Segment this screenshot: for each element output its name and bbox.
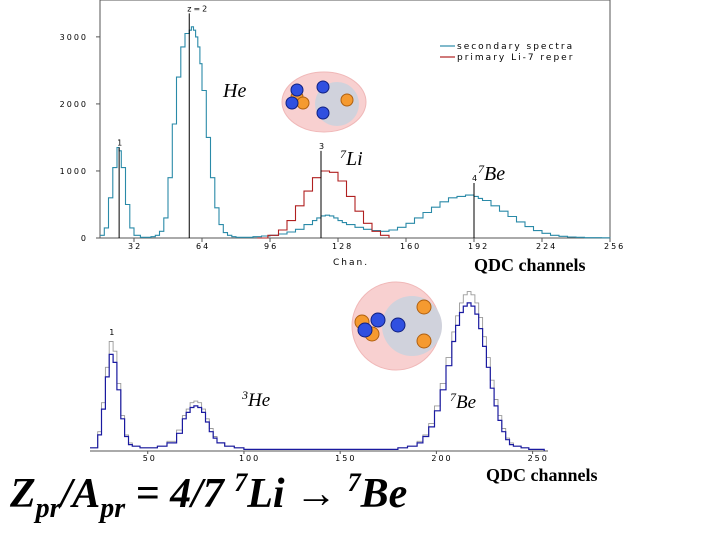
legend-primary-li7-reper: primary Li-7 reper [457, 53, 574, 63]
top-peak-marker-label: z=2 [187, 4, 209, 13]
top-xtick-label: 32 [128, 242, 142, 251]
formula-slash-a: /A [60, 471, 101, 517]
top-ytick-label: 2000 [60, 100, 88, 109]
legend-secondary-spectra: secondary spectra [457, 42, 574, 52]
label-be7-top: 7Be [478, 162, 505, 185]
top-xtick-label: 128 [332, 242, 353, 251]
label-he3-bottom: 3He [241, 388, 270, 411]
label-li7-top: 7Li [340, 147, 363, 170]
top-xtick-label: 64 [196, 242, 210, 251]
be7-nucleus-illustration [351, 281, 442, 371]
top-xtick-label: 256 [604, 242, 625, 251]
formula-be-sup: 7 [347, 468, 361, 497]
top-series-secondary-spectra [100, 26, 611, 239]
formula-be: Be [360, 471, 408, 517]
bottom-peak-marker-label: 1 [109, 328, 116, 337]
formula-z-sub: pr [35, 493, 61, 524]
li7-nucleus-illustration [281, 71, 367, 133]
top-peak-marker-label: 3 [319, 142, 326, 151]
top-ytick-label: 3000 [60, 33, 88, 42]
top-qdc-channels-caption: QDC channels [474, 255, 586, 275]
top-ytick-label: 1000 [60, 167, 88, 176]
bottom-xtick-label: 100 [239, 454, 260, 463]
bottom-xtick-label: 200 [431, 454, 452, 463]
top-series-primary-li7-reper [257, 170, 390, 239]
formula-a-sub: pr [100, 493, 126, 524]
bottom-xtick-label: 50 [143, 454, 157, 463]
bottom-series-fit [90, 302, 545, 451]
formula-z: Z [10, 471, 36, 517]
formula-li: Li [247, 471, 285, 517]
top-xtick-label: 192 [468, 242, 489, 251]
top-ytick-label: 0 [81, 234, 88, 243]
top-peak-marker-label: 4 [472, 174, 479, 183]
top-xtick-label: 160 [400, 242, 421, 251]
formula-li-sup: 7 [234, 468, 248, 497]
top-xtick-label: 96 [264, 242, 278, 251]
bottom-series-measured [90, 291, 545, 451]
top-peak-marker-label: 1 [117, 138, 124, 147]
bottom-qdc-channels-caption: QDC channels [486, 465, 598, 485]
label-he-top: He [222, 80, 246, 102]
top-xlabel: Chan. [333, 258, 369, 268]
formula-arrow: → [284, 471, 348, 517]
bottom-xtick-label: 250 [528, 454, 549, 463]
bottom-xtick-label: 150 [335, 454, 356, 463]
formula-zpr-apr: Zpr/Apr = 4/7 7Li → 7Be [10, 468, 407, 525]
top-xtick-label: 224 [536, 242, 557, 251]
label-be7-bottom: 7Be [450, 390, 476, 413]
formula-eq: = 4/7 [125, 471, 235, 517]
